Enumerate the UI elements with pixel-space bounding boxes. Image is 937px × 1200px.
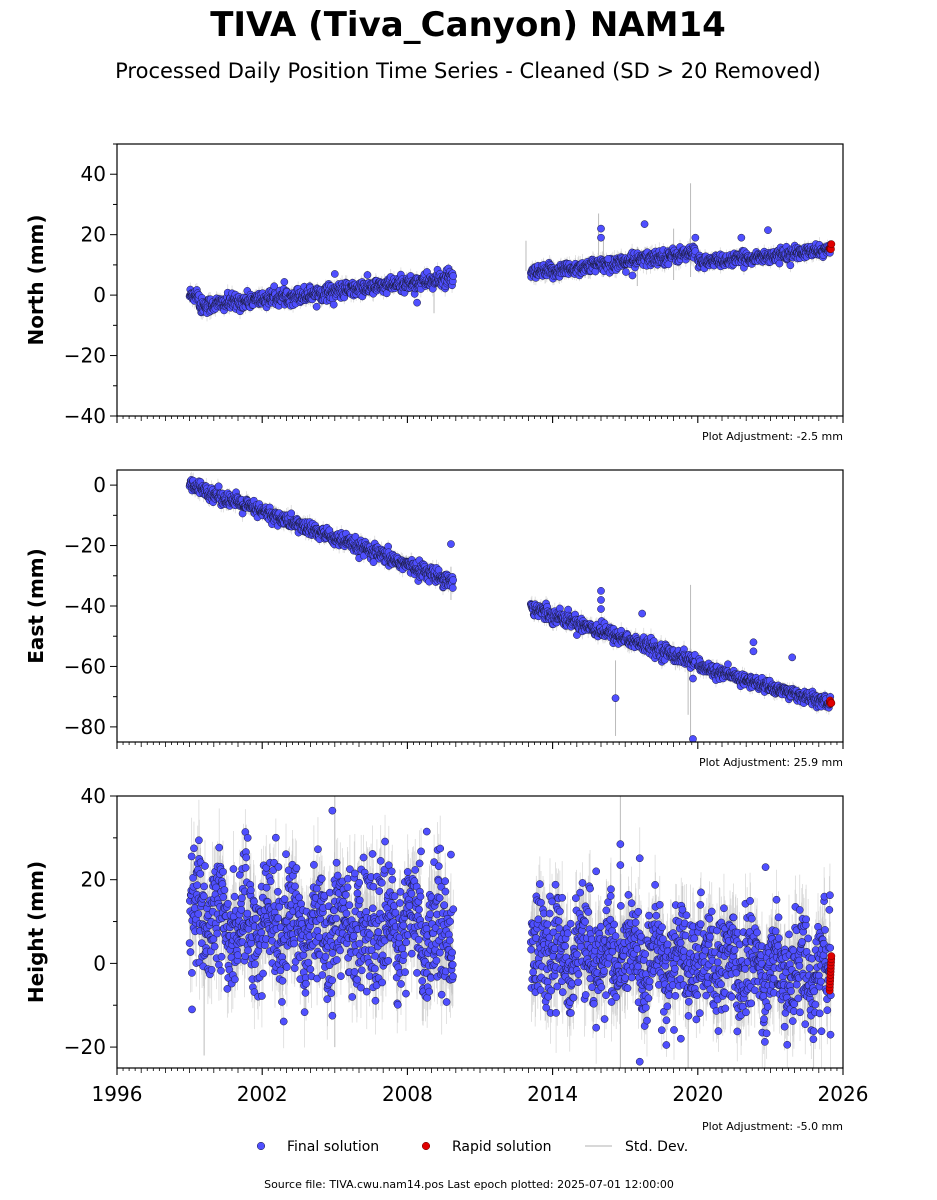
y-tick-label: −20	[64, 344, 106, 368]
axes-frame	[116, 143, 844, 417]
outlier-point	[764, 226, 772, 234]
outlier-point	[597, 224, 605, 233]
y-axis-label: North (mm)	[24, 214, 48, 345]
y-tick-label: 40	[81, 162, 106, 186]
final-solution-points	[185, 476, 835, 742]
data-point	[363, 271, 372, 279]
data-point	[329, 300, 338, 309]
data-point	[449, 272, 457, 280]
rapid-point	[827, 240, 836, 248]
outlier-point	[691, 233, 700, 242]
panels: −40 −20 0 20 40 North (mm) Plot Adjustment: -2…	[24, 143, 868, 1133]
outlier-point	[330, 270, 339, 278]
x-ticks	[116, 416, 844, 423]
outlier-point	[640, 220, 649, 228]
data-point	[312, 302, 321, 311]
plot-adjustment: Plot Adjustment: -2.5 mm	[702, 430, 843, 443]
data-point	[786, 261, 795, 270]
outlier-point	[597, 233, 605, 242]
outlier-point	[737, 233, 746, 242]
data-point	[280, 278, 289, 286]
outlier-point	[628, 271, 637, 280]
outlier-point	[604, 254, 613, 263]
chart-subtitle: Processed Daily Position Time Series - C…	[115, 59, 821, 83]
y-tick-label: 20	[81, 223, 106, 247]
data-point	[622, 268, 630, 276]
y-tick-label: 0	[93, 283, 106, 307]
panel-1: −40 −20 0 20 40 North (mm) Plot Adjustment: -2…	[24, 143, 844, 443]
final-solution-points	[185, 220, 835, 317]
rapid-solution-points	[825, 240, 836, 253]
outlier-point	[413, 298, 421, 307]
y-tick-label: −40	[64, 404, 106, 428]
chart-title: TIVA (Tiva_Canyon) NAM14	[210, 5, 726, 45]
y-ticks: −40 −20 0 20 40	[64, 143, 117, 428]
data-point	[775, 259, 784, 268]
data-point	[214, 482, 223, 491]
data-point	[664, 260, 673, 269]
